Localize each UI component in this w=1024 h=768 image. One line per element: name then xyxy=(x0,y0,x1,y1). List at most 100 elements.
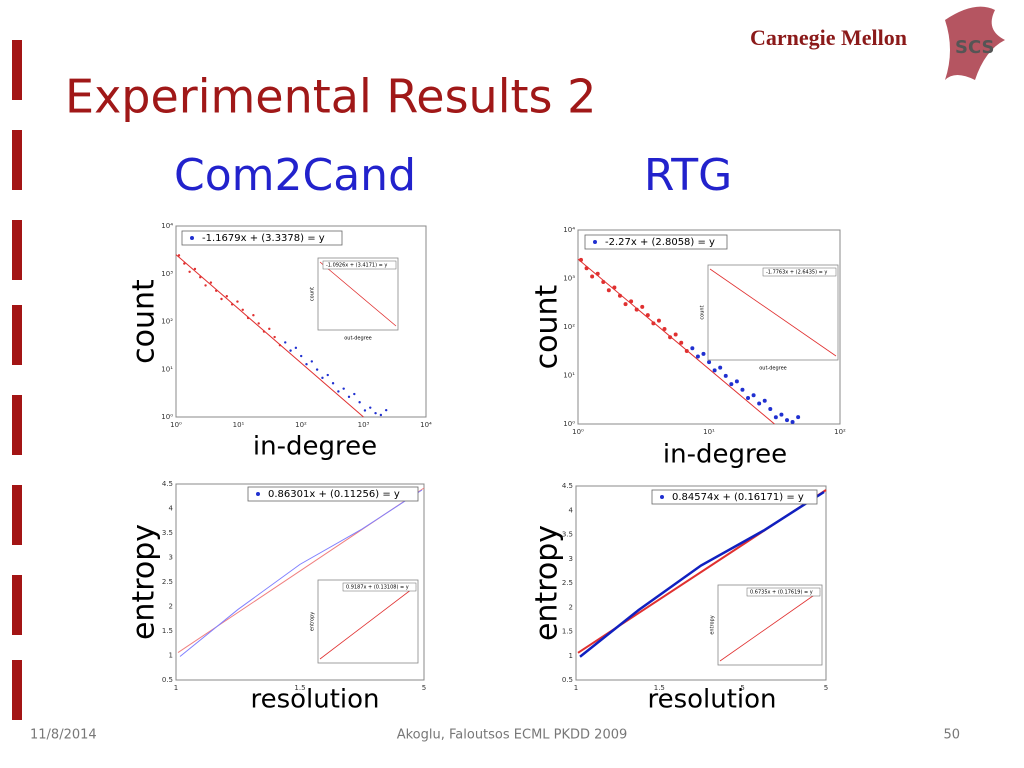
x-tick-label: 10² xyxy=(295,421,307,429)
x-tick-label: 10² xyxy=(834,428,846,436)
y-axis-label: count xyxy=(530,284,565,369)
inset-frame xyxy=(317,579,419,664)
scatter-dot xyxy=(746,395,751,400)
scatter-dot xyxy=(796,415,801,420)
scatter-dot xyxy=(729,382,734,387)
scatter-dot xyxy=(230,303,234,306)
scatter-dot xyxy=(662,326,667,331)
scatter-dot xyxy=(617,293,622,298)
y-axis-label: count xyxy=(127,279,162,364)
scatter-dot xyxy=(629,299,634,304)
y-tick-label: 3.5 xyxy=(562,531,573,539)
scatter-dot xyxy=(773,415,778,420)
inset-x-label: out-degree xyxy=(344,336,372,342)
inset-y-label: entropy xyxy=(710,615,716,634)
scatter-dot xyxy=(278,344,282,347)
legend-box xyxy=(651,489,818,505)
inset-y-label: count xyxy=(310,287,316,301)
scatter-dot xyxy=(606,288,611,293)
x-tick-label: 10¹ xyxy=(703,428,715,436)
side-bars xyxy=(12,40,22,720)
inset-y-label: entropy xyxy=(310,612,316,631)
x-tick-label: 1.5 xyxy=(654,684,665,692)
inset-fit-line xyxy=(709,268,837,357)
y-tick-label: 3 xyxy=(569,555,573,563)
y-tick-label: 1 xyxy=(569,652,573,660)
footer-page: 50 xyxy=(943,728,960,743)
x-tick-label: 5 xyxy=(740,684,744,692)
legend-marker xyxy=(593,240,597,244)
legend-box xyxy=(584,234,728,250)
scatter-dot xyxy=(634,307,639,312)
scatter-dot xyxy=(707,360,712,365)
scatter-dot xyxy=(690,346,695,351)
scatter-dot xyxy=(188,270,191,273)
scatter-dot xyxy=(579,257,583,262)
scatter-dot xyxy=(236,300,239,303)
scatter-dot xyxy=(353,392,356,396)
inset-fit-line xyxy=(719,590,821,662)
y-tick-label: 10³ xyxy=(563,275,575,283)
y-tick-label: 3 xyxy=(169,554,173,562)
scatter-dot xyxy=(374,411,377,415)
inset-legend-label: -1.0926x + (3.4171) = y xyxy=(326,263,387,269)
legend-label: -2.27x + (2.8058) = y xyxy=(605,237,715,248)
scatter-dot xyxy=(257,322,260,325)
legend-label: 0.86301x + (0.11256) = y xyxy=(268,489,400,500)
scatter-dot xyxy=(321,376,324,380)
scatter-dot xyxy=(315,368,319,371)
column-heading: RTG xyxy=(644,150,732,201)
y-axis-label: entropy xyxy=(127,524,162,640)
scatter-dot xyxy=(751,393,756,398)
legend-box xyxy=(247,486,419,502)
scatter-dot xyxy=(651,321,656,326)
data-line xyxy=(179,489,423,657)
footer-date: 11/8/2014 xyxy=(30,728,97,743)
scatter-dot xyxy=(273,335,276,339)
scatter-dot xyxy=(740,387,745,392)
x-tick-label: 10³ xyxy=(358,421,370,429)
scatter-dot xyxy=(262,330,266,333)
scatter-dot xyxy=(310,360,314,363)
scatter-dot xyxy=(757,401,762,406)
scatter-dot xyxy=(768,407,773,412)
scatter-dot xyxy=(623,302,628,307)
scatter-dot xyxy=(590,274,595,279)
scatter-dot xyxy=(289,349,292,352)
x-tick-label: 10⁴ xyxy=(420,421,432,429)
x-tick-label: 1 xyxy=(574,684,578,692)
inset-legend-label: -1.7763x + (2.6435) = y xyxy=(766,270,827,276)
x-tick-label: 10⁰ xyxy=(572,428,584,436)
y-tick-label: 10⁴ xyxy=(563,226,575,234)
y-tick-label: 4 xyxy=(169,505,174,513)
scatter-dot xyxy=(684,349,689,354)
scatter-dot xyxy=(252,314,255,317)
scatter-dot xyxy=(177,254,181,257)
logo: Carnegie Mellon xyxy=(750,25,907,50)
legend-marker xyxy=(256,492,260,496)
y-tick-label: 3.5 xyxy=(162,529,173,537)
y-tick-label: 2 xyxy=(169,603,173,611)
scatter-dot xyxy=(358,401,361,404)
scatter-dot xyxy=(369,406,372,409)
inset-x-label: out-degree xyxy=(759,366,787,372)
y-tick-label: 10¹ xyxy=(563,372,575,380)
scatter-dot xyxy=(584,266,589,271)
slide-title: Experimental Results 2 xyxy=(65,70,596,124)
scatter-dot xyxy=(209,281,213,284)
inset-legend-box xyxy=(762,267,837,277)
legend-label: -1.1679x + (3.3378) = y xyxy=(202,233,325,244)
inset-y-label: count xyxy=(700,305,706,319)
y-tick-label: 1 xyxy=(169,652,173,660)
y-tick-label: 10² xyxy=(563,323,575,331)
scatter-dot xyxy=(784,418,789,423)
logo-dragon xyxy=(945,6,1005,81)
scatter-dot xyxy=(284,341,287,344)
inset-legend-label: 0.9187x + (0.13108) = y xyxy=(346,585,409,591)
y-tick-label: 0.5 xyxy=(562,676,573,684)
y-tick-label: 10³ xyxy=(161,270,173,278)
scatter-dot xyxy=(734,379,739,384)
x-tick-label: 10⁰ xyxy=(170,421,182,429)
